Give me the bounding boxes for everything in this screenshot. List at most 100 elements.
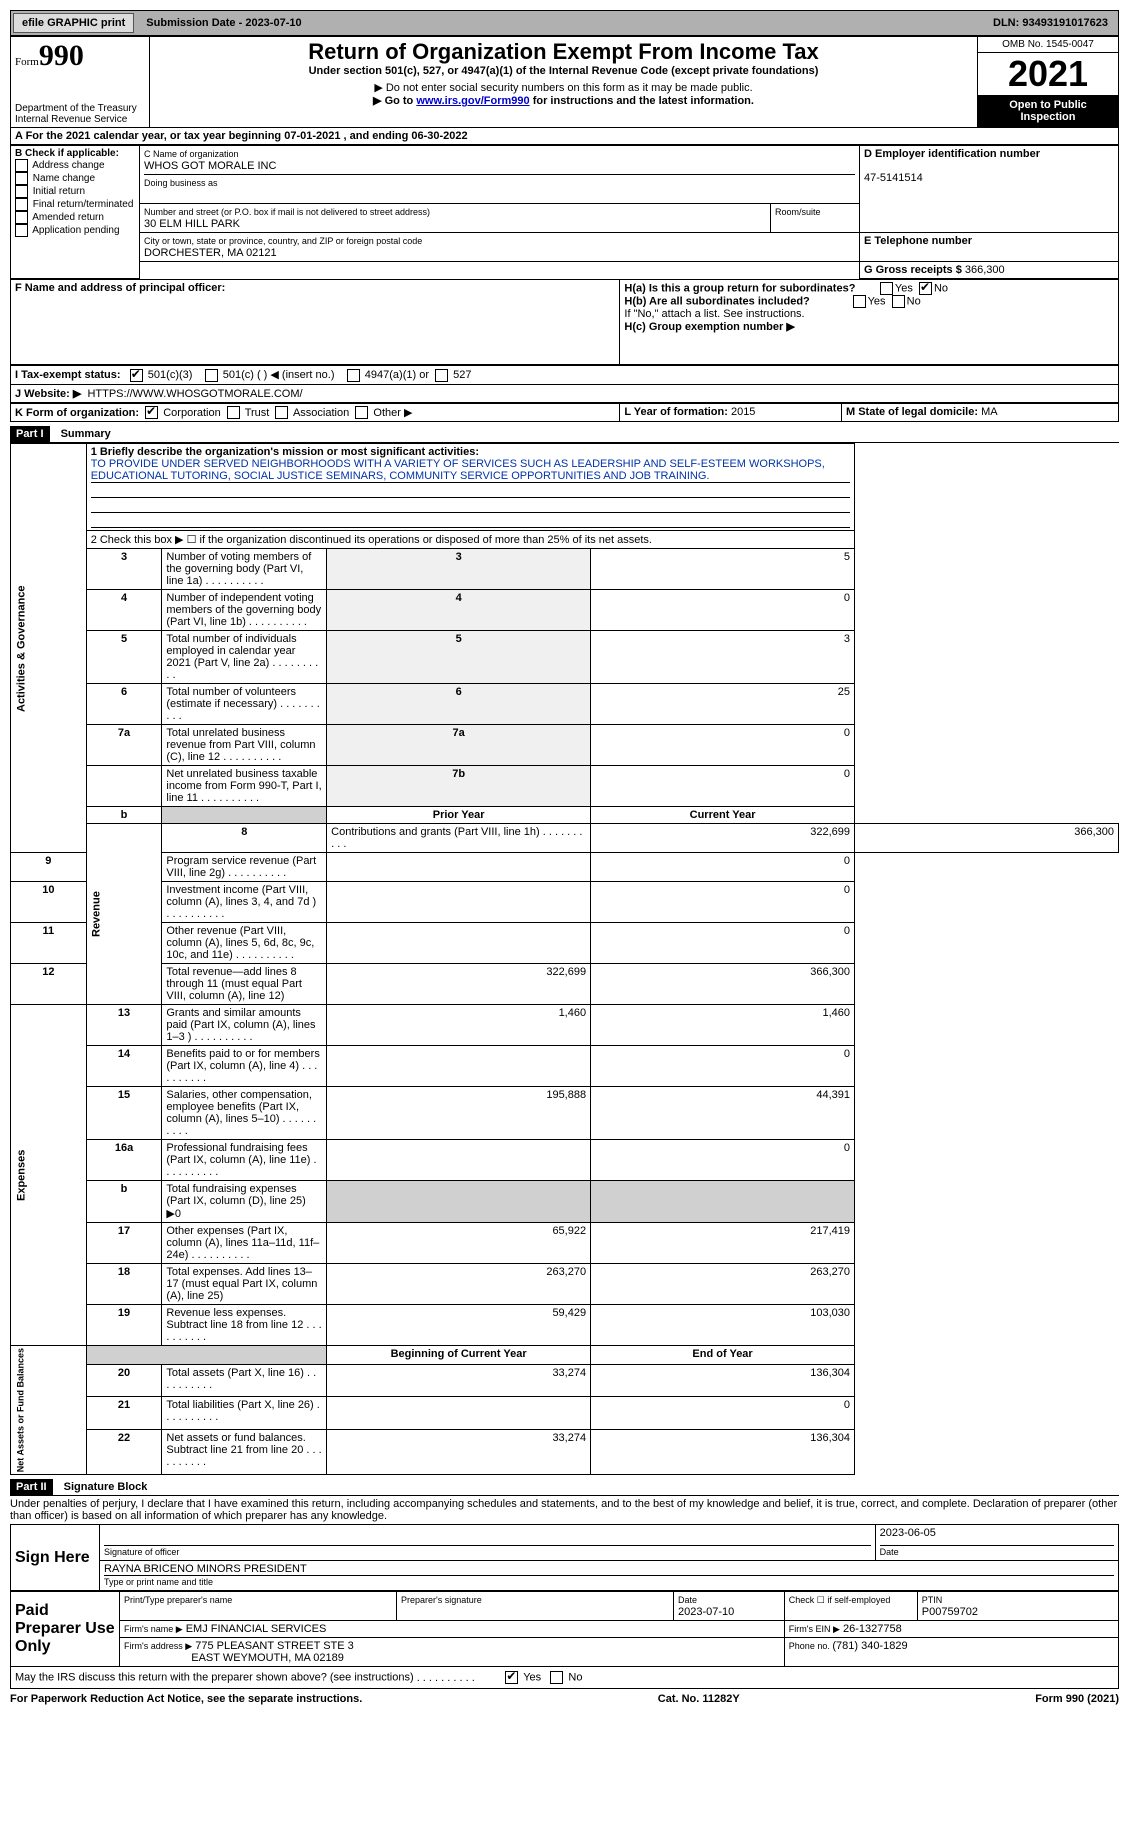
cat-no: Cat. No. 11282Y bbox=[658, 1693, 740, 1705]
year-end: 06-30-2022 bbox=[411, 130, 467, 142]
declaration: Under penalties of perjury, I declare th… bbox=[10, 1496, 1119, 1524]
yes-3: Yes bbox=[523, 1672, 541, 1684]
a-text1: A For the 2021 calendar year, or tax yea… bbox=[15, 130, 284, 142]
gov-n-7a: 7a bbox=[86, 725, 162, 766]
year-formation: 2015 bbox=[731, 406, 755, 418]
exp-t-16b: Total fundraising expenses (Part IX, col… bbox=[162, 1181, 327, 1223]
rev-t-8: Contributions and grants (Part VIII, lin… bbox=[327, 824, 591, 853]
line2: 2 Check this box ▶ ☐ if the organization… bbox=[86, 531, 854, 549]
net-p-21 bbox=[327, 1397, 591, 1429]
sub-date-label: Submission Date - bbox=[146, 17, 245, 29]
paperwork-notice: For Paperwork Reduction Act Notice, see … bbox=[10, 1693, 362, 1705]
col-current: Current Year bbox=[591, 807, 855, 824]
year-begin: 07-01-2021 bbox=[284, 130, 340, 142]
status-website-block: I Tax-exempt status: 501(c)(3) 501(c) ( … bbox=[10, 365, 1119, 403]
rev-c-12: 366,300 bbox=[591, 964, 855, 1005]
gov-v-6: 25 bbox=[591, 684, 855, 725]
part2-bar: Part II Signature Block bbox=[10, 1479, 1119, 1496]
chk-ha-yes[interactable] bbox=[880, 282, 893, 295]
b-label: B Check if applicable: bbox=[15, 148, 119, 159]
net-t-20: Total assets (Part X, line 16) bbox=[162, 1365, 327, 1397]
chk-final-return[interactable] bbox=[15, 198, 28, 211]
gov-n-5: 5 bbox=[86, 631, 162, 684]
chk-527[interactable] bbox=[435, 369, 448, 382]
dba-label: Doing business as bbox=[144, 178, 218, 188]
opt-501c3: 501(c)(3) bbox=[148, 369, 193, 381]
chk-amended[interactable] bbox=[15, 211, 28, 224]
exp-c-19: 103,030 bbox=[591, 1305, 855, 1346]
d-label: D Employer identification number bbox=[864, 148, 1040, 160]
exp-c-18: 263,270 bbox=[591, 1264, 855, 1305]
sig-date: 2023-06-05 bbox=[880, 1527, 1114, 1546]
chk-4947[interactable] bbox=[347, 369, 360, 382]
gov-n-7b bbox=[86, 766, 162, 807]
part2-title: Signature Block bbox=[56, 1481, 148, 1493]
chk-discuss-no[interactable] bbox=[550, 1671, 563, 1684]
prep-sig-label: Preparer's signature bbox=[401, 1595, 482, 1605]
rev-c-10: 0 bbox=[591, 882, 855, 923]
ha-label: H(a) Is this a group return for subordin… bbox=[624, 282, 855, 294]
rev-c-11: 0 bbox=[591, 923, 855, 964]
firm-addr-label: Firm's address ▶ bbox=[124, 1641, 192, 1651]
chk-hb-yes[interactable] bbox=[853, 295, 866, 308]
chk-ha-no[interactable] bbox=[919, 282, 932, 295]
chk-assoc[interactable] bbox=[275, 406, 288, 419]
exp-c-17: 217,419 bbox=[591, 1223, 855, 1264]
chk-discuss-yes[interactable] bbox=[505, 1671, 518, 1684]
yes-1: Yes bbox=[895, 282, 913, 294]
chk-app-pending[interactable] bbox=[15, 224, 28, 237]
efile-print-button[interactable]: efile GRAPHIC print bbox=[13, 13, 134, 33]
opt-initial-return: Initial return bbox=[33, 186, 85, 197]
c-label: C Name of organization bbox=[144, 149, 239, 159]
form-label: Form bbox=[15, 56, 39, 68]
line1-label: 1 Briefly describe the organization's mi… bbox=[91, 446, 479, 458]
opt-assoc: Association bbox=[293, 407, 349, 419]
vert-governance: Activities & Governance bbox=[11, 444, 87, 853]
chk-corp[interactable] bbox=[145, 406, 158, 419]
form-title: Return of Organization Exempt From Incom… bbox=[154, 39, 973, 65]
omb-number: OMB No. 1545-0047 bbox=[978, 37, 1118, 53]
phone-label: Phone no. bbox=[789, 1641, 833, 1651]
exp-p-14 bbox=[327, 1046, 591, 1087]
goto-post: for instructions and the latest informat… bbox=[530, 95, 754, 107]
chk-other[interactable] bbox=[355, 406, 368, 419]
officer-name: RAYNA BRICENO MINORS PRESIDENT bbox=[104, 1563, 1114, 1576]
rev-c-8: 366,300 bbox=[855, 824, 1119, 853]
mission-text: TO PROVIDE UNDER SERVED NEIGHBORHOODS WI… bbox=[91, 458, 850, 483]
mission-blank1 bbox=[91, 483, 850, 498]
gov-v-7b: 0 bbox=[591, 766, 855, 807]
chk-501c3[interactable] bbox=[130, 369, 143, 382]
exp-n-16b: b bbox=[86, 1181, 162, 1223]
chk-trust[interactable] bbox=[227, 406, 240, 419]
mission-blank3 bbox=[91, 513, 850, 528]
tax-year-line: A For the 2021 calendar year, or tax yea… bbox=[10, 128, 1119, 145]
form-number: 990 bbox=[39, 39, 84, 72]
chk-hb-no[interactable] bbox=[892, 295, 905, 308]
mission-blank2 bbox=[91, 498, 850, 513]
part1-title: Summary bbox=[53, 428, 111, 440]
gov-b-6: 6 bbox=[327, 684, 591, 725]
part1-bar: Part I Summary bbox=[10, 426, 1119, 443]
chk-501c[interactable] bbox=[205, 369, 218, 382]
form-foot: Form 990 (2021) bbox=[1035, 1693, 1119, 1705]
hb-note: If "No," attach a list. See instructions… bbox=[624, 308, 1114, 320]
j-label: J Website: ▶ bbox=[15, 388, 81, 400]
exp-t-13: Grants and similar amounts paid (Part IX… bbox=[162, 1005, 327, 1046]
chk-name-change[interactable] bbox=[15, 172, 28, 185]
chk-address-change[interactable] bbox=[15, 159, 28, 172]
irs-link[interactable]: www.irs.gov/Form990 bbox=[416, 95, 529, 107]
rev-n-11: 11 bbox=[11, 923, 87, 964]
addr-label: Number and street (or P.O. box if mail i… bbox=[144, 207, 430, 217]
gov-t-3: Number of voting members of the governin… bbox=[162, 549, 327, 590]
gov-v-4: 0 bbox=[591, 590, 855, 631]
firm-phone: (781) 340-1829 bbox=[832, 1640, 907, 1652]
open-to-public: Open to Public Inspection bbox=[978, 95, 1118, 127]
exp-t-15: Salaries, other compensation, employee b… bbox=[162, 1087, 327, 1140]
org-name: WHOS GOT MORALE INC bbox=[144, 160, 276, 172]
sub-date-value: 2023-07-10 bbox=[245, 17, 301, 29]
exp-n-17: 17 bbox=[86, 1223, 162, 1264]
exp-t-18: Total expenses. Add lines 13–17 (must eq… bbox=[162, 1264, 327, 1305]
rev-t-9: Program service revenue (Part VIII, line… bbox=[162, 853, 327, 882]
chk-initial-return[interactable] bbox=[15, 185, 28, 198]
firm-ein-label: Firm's EIN ▶ bbox=[789, 1624, 840, 1634]
